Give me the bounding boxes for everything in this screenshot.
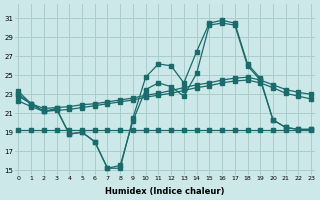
X-axis label: Humidex (Indice chaleur): Humidex (Indice chaleur) xyxy=(105,187,225,196)
